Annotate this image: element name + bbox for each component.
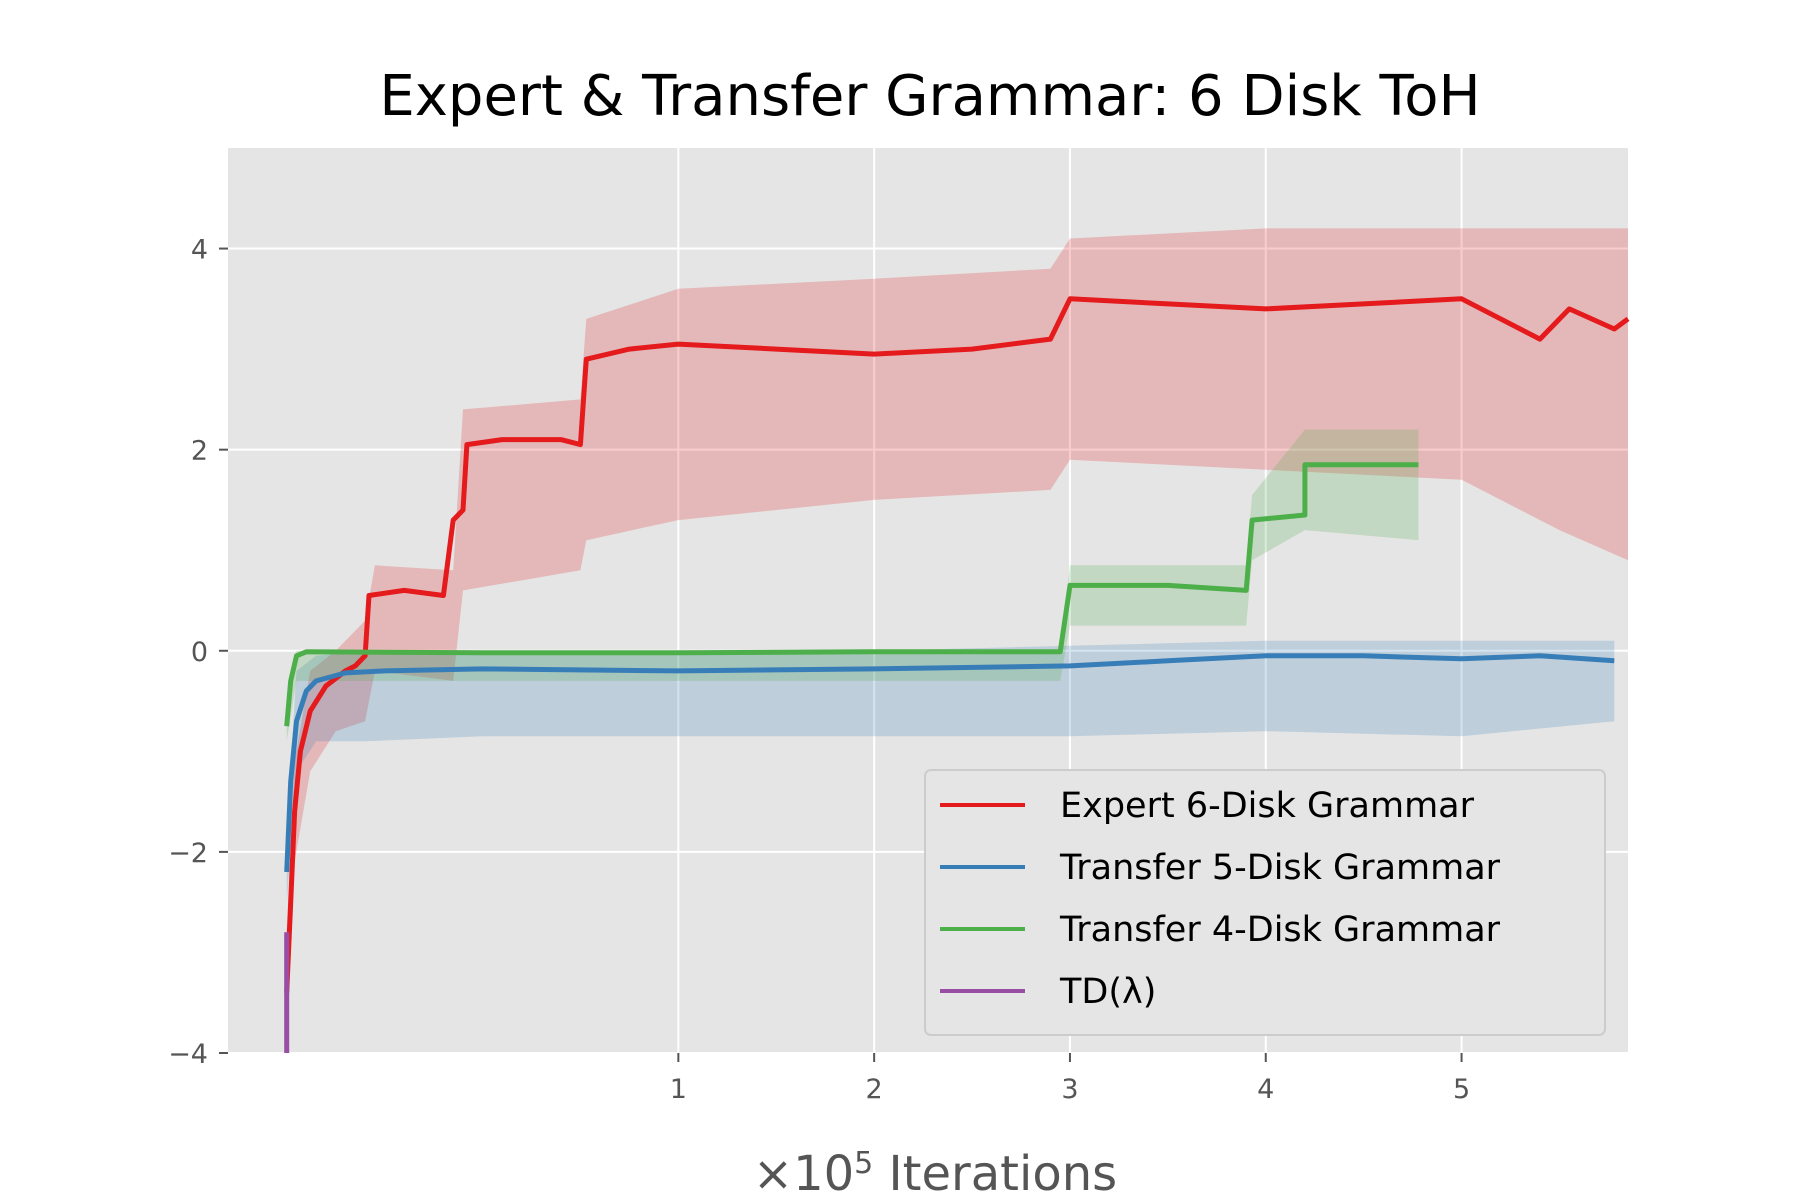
series-line <box>284 653 1615 873</box>
legend-label: TD(λ) <box>1059 972 1156 1012</box>
legend-item: Transfer 4-Disk Grammar <box>940 910 1501 950</box>
legend-box <box>924 769 1606 1036</box>
x-tick-label: 3 <box>1061 1074 1078 1105</box>
y-tick-label: −2 <box>168 838 208 869</box>
x-tick-label: 4 <box>1257 1074 1274 1105</box>
x-axis-label-exponent: 5 <box>854 1146 873 1181</box>
series-lines <box>284 296 1630 1053</box>
y-axis-ticks: −4 −2 0 2 4 <box>168 235 228 1070</box>
x-tick-label: 5 <box>1453 1074 1470 1105</box>
x-axis-label-suffix: Iterations <box>873 1146 1117 1200</box>
legend-label: Transfer 5-Disk Grammar <box>1059 848 1501 888</box>
y-tick-label: −4 <box>168 1039 208 1070</box>
legend: Expert 6-Disk Grammar Transfer 5-Disk Gr… <box>924 769 1606 1036</box>
legend-label: Transfer 4-Disk Grammar <box>1059 910 1501 950</box>
y-tick-label: 4 <box>191 235 208 266</box>
x-axis-ticks: 1 2 3 4 5 <box>670 1053 1470 1105</box>
series-line <box>284 462 1419 727</box>
series-band <box>286 640 1615 903</box>
x-axis-label-prefix: ×10 <box>753 1146 854 1200</box>
series-line <box>284 296 1630 993</box>
y-tick-label: 0 <box>191 637 208 668</box>
legend-item: Expert 6-Disk Grammar <box>940 786 1475 826</box>
chart-title: Expert & Transfer Grammar: 6 Disk ToH <box>379 64 1480 129</box>
legend-label: Expert 6-Disk Grammar <box>1060 786 1475 826</box>
y-tick-label: 2 <box>191 436 208 467</box>
legend-item: TD(λ) <box>940 972 1156 1012</box>
x-tick-label: 1 <box>670 1074 687 1105</box>
confidence-bands <box>286 228 1629 1043</box>
x-axis-label: ×105 Iterations <box>753 1146 1117 1200</box>
legend-item: Transfer 5-Disk Grammar <box>940 848 1501 888</box>
series-band <box>286 228 1629 1043</box>
series-band <box>286 429 1419 742</box>
x-tick-label: 2 <box>866 1074 883 1105</box>
